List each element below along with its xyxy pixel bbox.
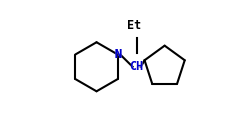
Text: Et: Et [126, 19, 141, 32]
Text: CH: CH [129, 60, 143, 73]
Text: CH: CH [129, 60, 143, 73]
Text: N: N [114, 48, 121, 61]
Text: N: N [114, 48, 121, 61]
Text: N: N [114, 48, 121, 61]
